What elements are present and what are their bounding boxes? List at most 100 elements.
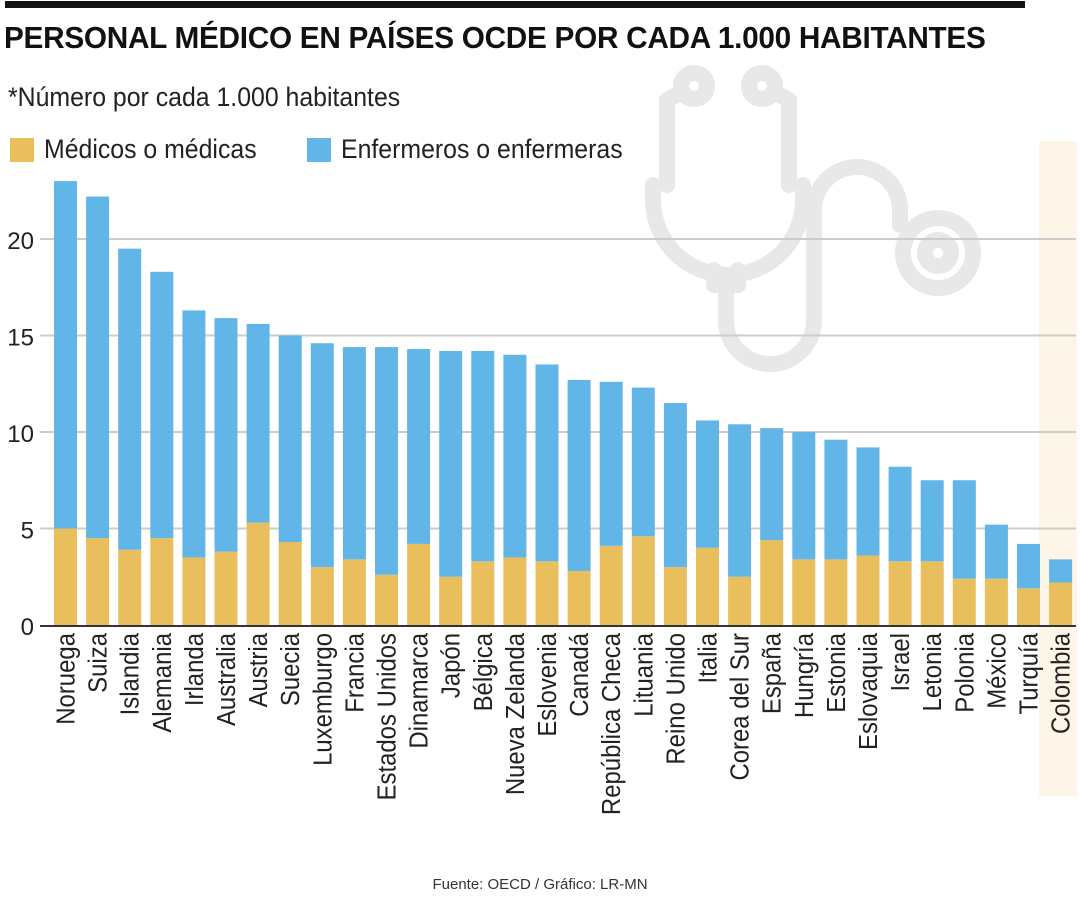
bar-doctors-11 — [407, 543, 431, 625]
bar-nurses-0 — [54, 181, 77, 529]
bar-nurses-10 — [375, 347, 398, 575]
bar-doctors-16 — [567, 570, 591, 625]
bar-doctors-31 — [1049, 582, 1073, 625]
y-axis-ticks: 0 5 10 15 20 — [7, 228, 34, 641]
x-tick-label: Colombia — [1047, 633, 1076, 734]
bar-nurses-16 — [567, 379, 591, 571]
x-tick-label: Corea del Sur — [726, 633, 755, 781]
bar-doctors-1 — [86, 538, 110, 625]
bar-nurses-3 — [150, 271, 174, 539]
bar-doctors-3 — [150, 538, 174, 625]
x-tick-label: Japón — [437, 633, 466, 698]
x-tick-label: Suecia — [276, 633, 305, 706]
bar-doctors-30 — [1017, 588, 1040, 625]
x-tick-label: Eslovaquia — [854, 633, 883, 750]
bar-doctors-18 — [631, 536, 655, 625]
bar-doctors-10 — [375, 574, 398, 625]
y-tick-label: 10 — [7, 421, 34, 448]
bar-doctors-7 — [278, 542, 302, 625]
bar-doctors-14 — [503, 557, 527, 625]
legend-swatch-nurses — [307, 137, 332, 162]
x-tick-label: Suiza — [84, 633, 113, 693]
bar-nurses-17 — [599, 381, 623, 546]
bar-doctors-27 — [920, 561, 944, 625]
bar-nurses-9 — [342, 347, 366, 560]
bar-nurses-8 — [310, 343, 334, 568]
x-tick-label: Lituania — [629, 633, 658, 717]
legend-item-nurses: Enfermeros o enfermeras — [307, 134, 647, 165]
bar-nurses-28 — [952, 480, 976, 579]
x-tick-label: Austria — [244, 633, 273, 708]
bar-nurses-27 — [920, 480, 944, 562]
colombia-highlight-band — [1039, 141, 1077, 796]
bar-doctors-24 — [824, 559, 848, 625]
bar-doctors-15 — [535, 561, 559, 625]
x-tick-label: Francia — [341, 633, 370, 713]
bar-doctors-21 — [728, 576, 752, 625]
y-tick-label: 0 — [21, 614, 34, 641]
x-tick-label: Australia — [212, 633, 241, 726]
x-tick-label: Hungría — [790, 633, 819, 718]
bar-doctors-13 — [471, 561, 495, 625]
bar-nurses-4 — [182, 310, 206, 558]
bar-doctors-20 — [696, 547, 719, 625]
bar-doctors-26 — [888, 561, 912, 625]
bar-doctors-2 — [118, 549, 142, 625]
x-tick-label: Reino Unido — [662, 633, 691, 765]
bar-doctors-4 — [182, 557, 206, 625]
x-tick-label: Islandia — [116, 633, 145, 716]
bar-doctors-19 — [663, 567, 687, 625]
bar-doctors-17 — [599, 545, 623, 625]
legend-swatch-doctors — [10, 137, 34, 162]
bar-nurses-23 — [792, 432, 816, 560]
bar-nurses-1 — [86, 196, 110, 539]
x-axis-labels: Noruega Suiza Islandia Alemania Irlanda Austr… — [52, 633, 1076, 815]
x-tick-label: Estados Unidos — [373, 633, 402, 800]
bar-nurses-29 — [984, 524, 1008, 579]
bar-nurses-30 — [1017, 543, 1040, 589]
bar-nurses-19 — [663, 403, 687, 568]
x-tick-label: Luxemburgo — [308, 633, 337, 766]
x-tick-label: Nueva Zelanda — [501, 633, 530, 795]
y-tick-label: 15 — [7, 325, 34, 352]
x-tick-label: España — [758, 633, 787, 714]
x-tick-label: Noruega — [52, 633, 81, 725]
bar-nurses-2 — [118, 248, 142, 550]
x-tick-label: Polonia — [950, 633, 979, 713]
bar-doctors-8 — [310, 567, 334, 625]
bar-doctors-9 — [342, 559, 366, 625]
bar-doctors-5 — [214, 551, 238, 625]
legend-label-nurses: Enfermeros o enfermeras — [341, 134, 623, 164]
bar-nurses-11 — [407, 349, 431, 544]
source-footer: Fuente: OECD / Gráfico: LR-MN — [432, 876, 648, 893]
chart-title: PERSONAL MÉDICO EN PAÍSES OCDE POR CADA … — [4, 20, 986, 55]
x-tick-label: Israel — [886, 633, 915, 691]
bar-nurses-20 — [696, 420, 719, 548]
bar-nurses-7 — [278, 335, 302, 543]
x-tick-label: Estonia — [822, 633, 851, 713]
x-tick-label: Dinamarca — [405, 633, 434, 749]
bar-nurses-5 — [214, 318, 238, 552]
bar-nurses-25 — [856, 447, 880, 556]
bar-nurses-24 — [824, 439, 848, 560]
x-tick-label: México — [983, 633, 1012, 709]
x-tick-label: Irlanda — [180, 633, 209, 706]
bar-doctors-28 — [952, 578, 976, 625]
bar-doctors-25 — [856, 555, 880, 625]
top-rule — [5, 1, 1025, 8]
bar-doctors-6 — [246, 522, 270, 625]
legend: Médicos o médicas Enfermeros o enfermera… — [10, 134, 679, 165]
stethoscope-icon — [645, 65, 981, 372]
bar-nurses-31 — [1049, 559, 1073, 583]
bar-doctors-29 — [984, 578, 1008, 625]
x-tick-label: Bélgica — [469, 633, 498, 712]
chart-subtitle: *Número por cada 1.000 habitantes — [8, 82, 401, 112]
x-tick-label: Alemania — [148, 633, 177, 733]
bars — [54, 181, 1073, 625]
x-tick-label: Canadá — [565, 633, 594, 717]
legend-item-doctors: Médicos o médicas — [10, 134, 275, 165]
bar-nurses-18 — [631, 387, 655, 537]
x-tick-label: Italia — [694, 633, 723, 684]
bar-doctors-0 — [54, 528, 77, 625]
